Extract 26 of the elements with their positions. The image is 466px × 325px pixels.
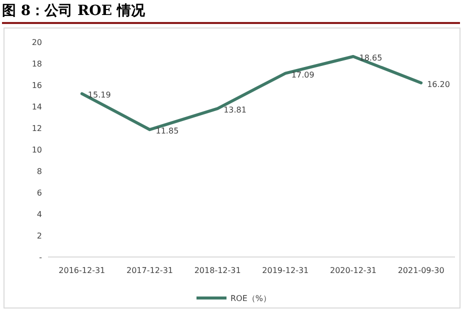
data-label: 16.20	[427, 80, 450, 89]
legend-label: ROE（%）	[230, 294, 272, 303]
y-tick-label: -	[39, 253, 42, 262]
y-tick-label: 20	[32, 38, 42, 47]
x-tick-label: 2017-12-31	[126, 266, 173, 275]
y-tick-label: 16	[32, 81, 42, 90]
y-tick-label: 10	[32, 146, 42, 154]
y-tick-label: 4	[36, 210, 42, 219]
x-tick-label: 2016-12-31	[58, 266, 106, 275]
y-tick-label: 12	[32, 124, 42, 133]
data-label: 17.09	[291, 70, 314, 80]
y-tick-label: 2	[36, 232, 42, 240]
x-tick-label: 2020-12-31	[330, 266, 376, 275]
data-label: 15.19	[88, 90, 111, 100]
x-tick-label: 2021-09-30	[398, 266, 444, 275]
y-tick-label: 6	[36, 188, 42, 198]
y-tick-label: 14	[32, 102, 42, 112]
data-label: 13.81	[224, 106, 246, 115]
chart-title: 图 8：公司 ROE 情况	[2, 2, 460, 24]
x-tick-label: 2019-12-31	[262, 266, 309, 275]
x-tick-label: 2018-12-31	[194, 266, 241, 275]
data-label: 18.65	[359, 54, 382, 63]
y-tick-label: 18	[32, 60, 42, 68]
legend: ROE（%）	[196, 294, 272, 303]
y-tick-label: 8	[36, 167, 42, 176]
data-label: 11.85	[156, 126, 179, 136]
